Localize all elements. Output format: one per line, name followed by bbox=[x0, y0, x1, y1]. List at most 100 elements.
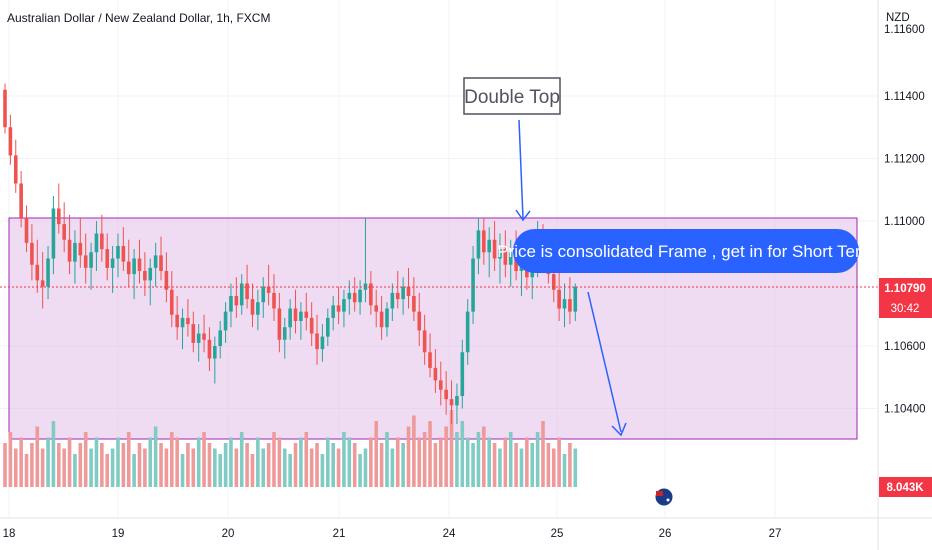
candle-body bbox=[482, 230, 486, 253]
candle-body bbox=[148, 267, 153, 281]
candle-body bbox=[94, 233, 99, 253]
volume-bar bbox=[460, 421, 465, 487]
candle-body bbox=[438, 380, 443, 390]
volume-bar bbox=[546, 443, 551, 487]
volume-bar bbox=[213, 448, 217, 487]
volume-bar bbox=[169, 432, 174, 487]
price-ticks: 1.11400 1.11200 1.11000 1.10600 1.10400 bbox=[884, 91, 926, 416]
volume-bar bbox=[401, 443, 405, 487]
volume-bar bbox=[30, 443, 34, 487]
candle-body bbox=[180, 317, 185, 328]
time-tick-label: 25 bbox=[551, 528, 564, 540]
volume-bar bbox=[196, 437, 201, 487]
candle-body bbox=[245, 283, 249, 300]
double-top-arrow-head bbox=[515, 209, 531, 222]
time-tick-label: 26 bbox=[659, 528, 672, 540]
candle-body bbox=[35, 264, 40, 281]
candle-body bbox=[374, 305, 379, 312]
candle-body bbox=[471, 258, 475, 312]
volume-bar bbox=[94, 437, 99, 487]
volume-bar bbox=[277, 437, 282, 487]
candle-body bbox=[293, 308, 298, 321]
volume-bar bbox=[444, 426, 448, 487]
candle-body bbox=[78, 242, 83, 256]
volume-bar bbox=[293, 443, 298, 487]
volume-bar bbox=[428, 421, 432, 487]
last-price-value: 1.10790 bbox=[884, 283, 926, 295]
flag-icon[interactable] bbox=[654, 487, 674, 507]
volume-bar bbox=[336, 448, 341, 487]
volume-bar bbox=[239, 432, 244, 487]
candle-body bbox=[385, 308, 389, 328]
volume-bar bbox=[116, 437, 120, 487]
candle-body bbox=[13, 155, 18, 184]
candle-body bbox=[568, 299, 572, 312]
volume-bar bbox=[35, 426, 40, 487]
volume-bar bbox=[487, 437, 491, 487]
short-arrow-head bbox=[611, 422, 627, 437]
volume-bar bbox=[535, 432, 540, 487]
candle-body bbox=[116, 246, 120, 259]
double-top-label-box[interactable] bbox=[463, 77, 561, 115]
volume-bar bbox=[282, 448, 287, 487]
callout-box[interactable] bbox=[513, 229, 859, 273]
volume-bar bbox=[541, 421, 545, 487]
candle-body bbox=[455, 396, 459, 406]
volume-bar bbox=[363, 448, 368, 487]
candle-body bbox=[83, 255, 88, 268]
volume-bar bbox=[299, 437, 303, 487]
chart-title: Australian Dollar / New Zealand Dollar, … bbox=[7, 11, 270, 25]
volume-bar bbox=[374, 421, 379, 487]
candle-body bbox=[51, 208, 56, 259]
candle-body bbox=[417, 311, 422, 331]
candle-body bbox=[153, 255, 158, 268]
candle-body bbox=[304, 311, 309, 318]
volume-bar bbox=[417, 437, 422, 487]
volume-bar bbox=[229, 437, 233, 487]
candle-body bbox=[444, 389, 448, 400]
price-axis[interactable] bbox=[878, 0, 932, 518]
volume-bar bbox=[530, 443, 535, 487]
price-tick-label: 1.11400 bbox=[884, 91, 925, 103]
volume-bar bbox=[46, 437, 50, 487]
volume-bar bbox=[245, 443, 249, 487]
candle-body bbox=[449, 399, 454, 406]
volume-bar bbox=[342, 432, 346, 487]
time-axis[interactable]: 18 19 20 21 24 25 26 27 bbox=[3, 528, 782, 540]
candle-body bbox=[476, 230, 481, 259]
price-tick-cut: 1.11600 bbox=[884, 24, 925, 36]
bar-countdown: 30:42 bbox=[891, 303, 920, 315]
volume-bar bbox=[395, 437, 400, 487]
price-tick-label: 1.11000 bbox=[884, 216, 925, 228]
candle-body bbox=[503, 249, 508, 265]
volume-bar bbox=[288, 454, 292, 487]
candle-body bbox=[46, 258, 50, 287]
volume-bar bbox=[508, 432, 513, 487]
volume-value: 8.043K bbox=[886, 482, 924, 494]
volume-bar bbox=[557, 437, 561, 487]
candle-body bbox=[498, 249, 502, 259]
volume-bar bbox=[482, 426, 486, 487]
candle-body bbox=[320, 336, 325, 350]
volume-bar bbox=[13, 448, 18, 487]
double-top-arrow-line bbox=[518, 119, 524, 219]
volume-bar bbox=[385, 432, 389, 487]
double-top-label: Double Top bbox=[464, 87, 560, 108]
price-tick-label: 1.11200 bbox=[884, 154, 925, 166]
candle-body bbox=[309, 317, 314, 334]
candle-body bbox=[196, 333, 201, 343]
volume-bar bbox=[105, 454, 110, 487]
candle-body bbox=[164, 271, 169, 290]
volume-bar bbox=[51, 421, 56, 487]
volume-bar bbox=[121, 443, 126, 487]
volume-bar bbox=[568, 443, 572, 487]
candle-body bbox=[137, 258, 142, 271]
candle-body bbox=[218, 330, 222, 346]
volume-bar bbox=[562, 454, 567, 487]
candle-body bbox=[121, 246, 126, 262]
callout-text: Price is consolidated Frame , get in for… bbox=[497, 242, 875, 261]
volume-bar bbox=[153, 426, 158, 487]
volume-bar bbox=[159, 443, 163, 487]
price-tick-label: 1.10600 bbox=[884, 341, 926, 353]
